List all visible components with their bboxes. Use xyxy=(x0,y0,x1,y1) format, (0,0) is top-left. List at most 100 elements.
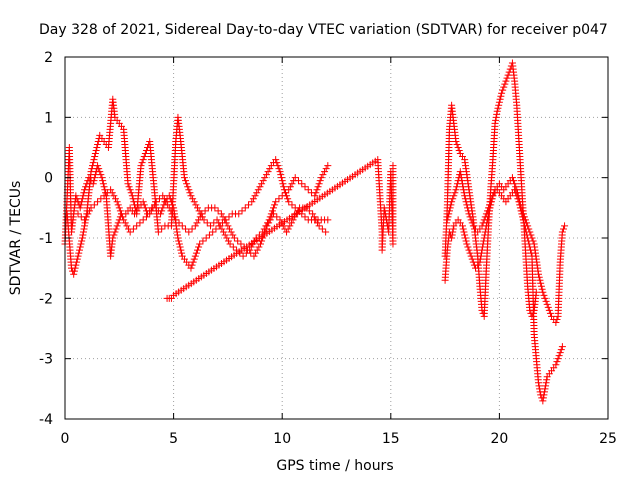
data-point xyxy=(277,171,285,179)
data-point xyxy=(271,201,279,209)
data-point xyxy=(511,180,519,188)
data-point xyxy=(493,107,501,115)
data-point xyxy=(176,243,184,251)
data-point xyxy=(77,240,85,248)
data-point xyxy=(252,249,260,257)
data-point xyxy=(273,213,281,221)
data-point xyxy=(536,276,544,284)
data-point xyxy=(195,243,203,251)
data-point xyxy=(95,165,103,173)
data-point xyxy=(120,216,128,224)
data-point xyxy=(183,180,191,188)
data-point xyxy=(72,192,80,200)
y-tick-label: -2 xyxy=(39,291,53,307)
data-point xyxy=(278,192,286,200)
data-point xyxy=(467,252,475,260)
data-point xyxy=(88,165,96,173)
data-point xyxy=(516,201,524,209)
data-point xyxy=(481,228,489,236)
data-point xyxy=(245,201,253,209)
data-point xyxy=(461,231,469,239)
data-point xyxy=(486,201,494,209)
chart-data-layer xyxy=(61,59,569,405)
data-point xyxy=(196,240,204,248)
data-point xyxy=(449,228,457,236)
data-point xyxy=(187,192,195,200)
data-point xyxy=(321,168,329,176)
data-point xyxy=(539,394,547,402)
data-point xyxy=(539,397,547,405)
data-point xyxy=(315,222,323,230)
data-point xyxy=(318,225,326,233)
data-point xyxy=(74,210,82,218)
data-point xyxy=(261,174,269,182)
data-point xyxy=(476,258,484,266)
data-point xyxy=(443,216,451,224)
data-point xyxy=(480,234,488,242)
data-point xyxy=(466,249,474,257)
data-point xyxy=(89,159,97,167)
data-point xyxy=(207,222,215,230)
data-point xyxy=(520,213,528,221)
data-point xyxy=(127,189,135,197)
data-point xyxy=(285,198,293,206)
data-point xyxy=(79,228,87,236)
data-point xyxy=(543,376,551,384)
data-point xyxy=(258,180,266,188)
data-point xyxy=(178,222,186,230)
data-point xyxy=(211,204,219,212)
data-point xyxy=(215,219,223,227)
data-point xyxy=(213,216,221,224)
data-point xyxy=(193,246,201,254)
y-tick-label: -1 xyxy=(39,231,53,247)
data-point xyxy=(259,177,267,185)
data-point xyxy=(227,228,235,236)
data-point xyxy=(129,225,137,233)
data-point xyxy=(313,186,321,194)
data-point xyxy=(140,153,148,161)
data-point xyxy=(479,240,487,248)
data-point xyxy=(304,186,312,194)
data-point xyxy=(444,213,452,221)
data-point xyxy=(165,204,173,212)
data-point xyxy=(224,237,232,245)
data-point xyxy=(462,198,470,206)
data-point xyxy=(202,234,210,242)
data-point xyxy=(124,180,132,188)
data-point xyxy=(278,177,286,185)
data-point xyxy=(464,243,472,251)
data-point xyxy=(519,210,527,218)
data-point xyxy=(82,213,90,221)
data-point xyxy=(81,222,89,230)
data-point xyxy=(203,219,211,227)
data-point xyxy=(113,198,121,206)
data-point xyxy=(73,255,81,263)
data-point xyxy=(111,195,119,203)
data-point xyxy=(91,153,99,161)
data-point xyxy=(448,231,456,239)
data-point xyxy=(76,204,84,212)
data-point xyxy=(283,228,291,236)
data-point xyxy=(175,219,183,227)
data-point xyxy=(78,198,86,206)
data-point xyxy=(478,222,486,230)
data-point xyxy=(485,204,493,212)
data-point xyxy=(234,237,242,245)
data-point xyxy=(253,246,261,254)
data-point xyxy=(152,198,160,206)
data-point xyxy=(539,288,547,296)
data-point xyxy=(81,219,89,227)
data-point xyxy=(149,204,157,212)
data-point xyxy=(559,225,567,233)
data-point xyxy=(487,198,495,206)
data-point xyxy=(489,192,497,200)
data-point xyxy=(251,192,259,200)
data-point xyxy=(80,225,88,233)
data-point xyxy=(490,189,498,197)
data-point xyxy=(287,219,295,227)
data-point xyxy=(185,228,193,236)
data-point xyxy=(159,204,167,212)
data-point xyxy=(169,210,177,218)
data-point xyxy=(113,222,121,230)
data-point xyxy=(546,309,554,317)
